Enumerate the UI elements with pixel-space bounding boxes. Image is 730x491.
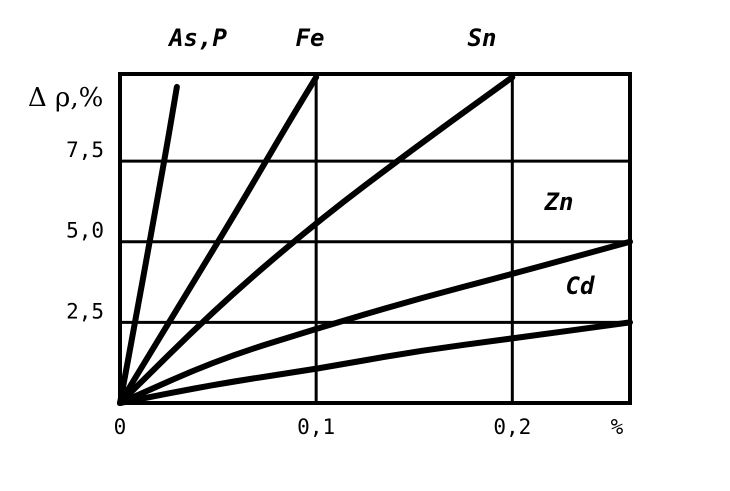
y-tick-label: 5,0 (66, 219, 104, 243)
x-unit-label: % (611, 415, 624, 439)
y-tick-label: 2,5 (66, 299, 104, 323)
series-label: Cd (566, 272, 595, 300)
grid (120, 74, 630, 403)
series-line-zn (117, 238, 633, 406)
chart-text: Δ ρ,% 2,5 5,0 7,5 0 0,1 0,2 % As,P Fe Sn Zn Cd (28, 24, 624, 439)
series-label: Sn (468, 24, 497, 52)
series-line-sn (117, 74, 516, 406)
series-label: As,P (167, 24, 227, 52)
plot-frame (118, 72, 632, 405)
series-label: Zn (544, 188, 574, 216)
series-curves (117, 74, 633, 406)
series-line-asp (117, 83, 180, 406)
x-tick-label: 0,2 (493, 415, 531, 439)
x-tick-label: 0 (114, 415, 127, 439)
series-label: Fe (296, 24, 325, 52)
series-line-fe (117, 74, 320, 406)
y-tick-label: 7,5 (66, 138, 104, 162)
y-axis-label: Δ ρ,% (28, 83, 103, 113)
series-line-cd (117, 319, 633, 406)
x-tick-label: 0,1 (297, 415, 335, 439)
